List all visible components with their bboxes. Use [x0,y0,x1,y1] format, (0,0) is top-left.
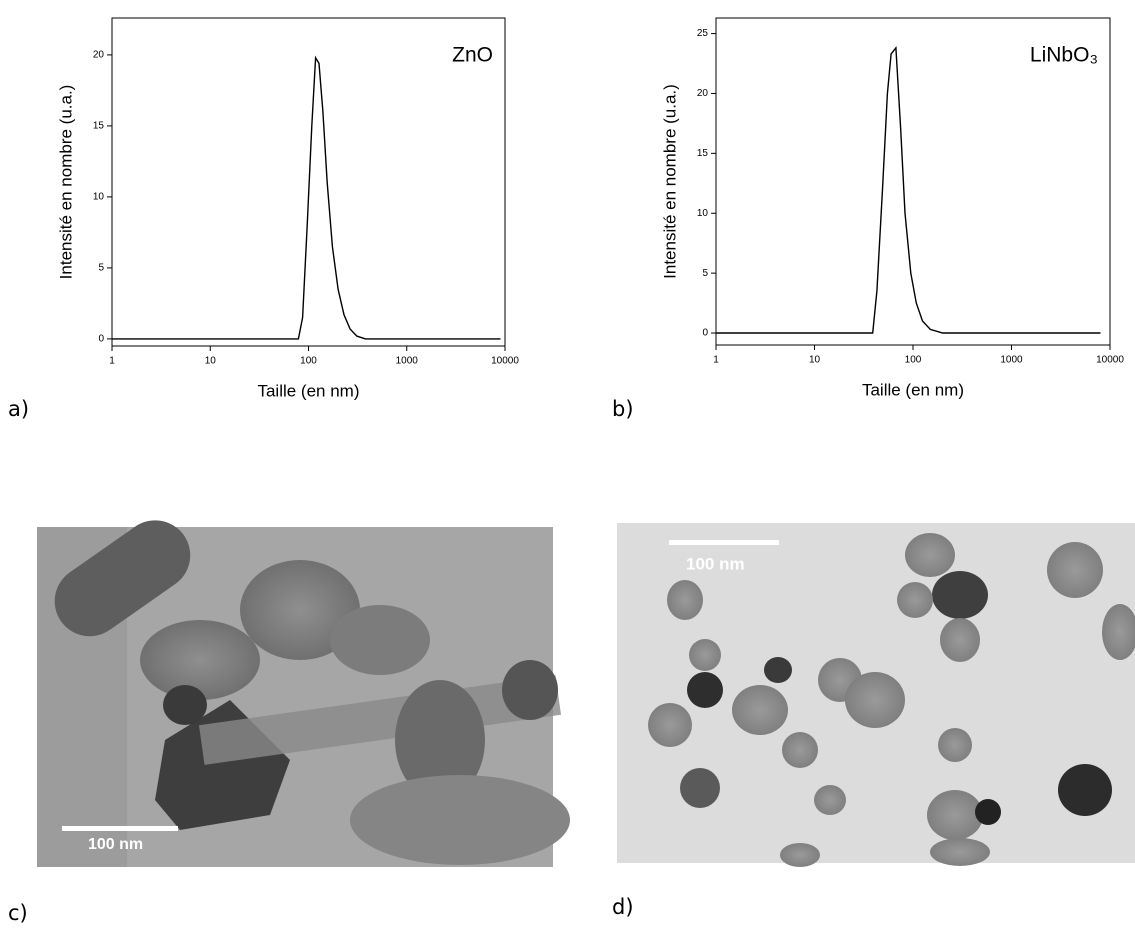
y-tick-label: 10 [697,208,709,219]
panel-label: d) [612,895,634,919]
x-axis-label: Taille (en nm) [862,380,964,399]
y-tick-label: 10 [93,192,105,203]
x-tick-label: 1 [713,355,719,366]
x-tick-label: 1000 [1000,355,1023,366]
y-tick-label: 5 [702,268,708,279]
y-tick-label: 15 [93,121,105,132]
y-tick-label: 20 [697,88,709,99]
y-tick-label: 5 [98,263,104,274]
y-tick-label: 15 [697,148,709,159]
x-tick-label: 100 [300,356,317,367]
panel-label: a) [8,397,29,421]
data-line [716,46,1101,334]
annotation: ZnO [452,44,493,67]
panel-label: b) [612,397,634,421]
x-axis-label: Taille (en nm) [257,381,359,400]
tem-image-d: 100 nm [617,523,1135,867]
y-axis-label: Intensité en nombre (u.a.) [660,84,679,279]
annotation: LiNbO₃ [1030,44,1098,67]
x-tick-label: 1000 [396,356,419,367]
y-tick-label: 0 [98,334,104,345]
x-tick-label: 10000 [491,356,519,367]
scale-bar-label: 100 nm [686,554,745,573]
y-tick-label: 0 [702,328,708,339]
tem-image-c: 100 nm [37,520,570,867]
plot-frame [111,17,506,347]
x-tick-label: 10 [205,356,217,367]
y-tick-label: 20 [93,50,105,61]
y-axis-label: Intensité en nombre (u.a.) [56,85,75,280]
y-tick-label: 25 [697,28,709,39]
scale-bar-label: 100 nm [88,836,143,853]
x-tick-label: 1 [109,356,115,367]
plot-frame [715,17,1111,346]
x-tick-label: 10000 [1096,355,1124,366]
panel-label: c) [8,901,28,925]
x-tick-label: 100 [905,355,922,366]
x-tick-label: 10 [809,355,821,366]
data-line [112,55,501,340]
